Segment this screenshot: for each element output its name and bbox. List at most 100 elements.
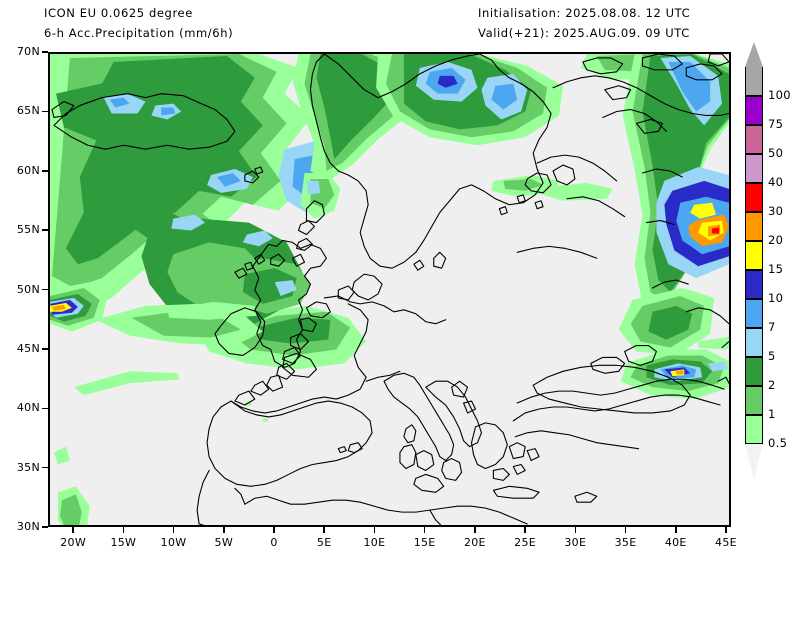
colorbar-band [745,96,763,125]
precip-band-5 [306,180,321,195]
colorbar-tick-label: 40 [768,175,784,189]
colorbar-band [745,241,763,270]
lat-label: 55N [16,223,40,237]
lat-label: 50N [16,282,40,296]
colorbar-tick [745,356,763,358]
colorbar-tick [745,298,763,300]
colorbar-band [745,183,763,212]
precip-band-7 [109,97,130,108]
precip-band-20 [676,370,684,375]
colorbar-band [745,154,763,183]
lon-label: 5W [214,536,233,549]
precip-band-15 [690,202,717,219]
colorbar-band [745,328,763,357]
lon-label: 20E [463,536,486,549]
colorbar-band [745,357,763,386]
colorbar-tick [745,95,763,97]
colorbar-tick [745,124,763,126]
lon-label: 20W [60,536,86,549]
lat-label: 65N [16,104,40,118]
colorbar-tick-label: 50 [768,146,784,160]
precip-band-7 [668,61,711,112]
lon-tick [373,527,376,533]
precip-band-5 [708,361,729,372]
lon-tick [323,527,325,533]
precip-band-1 [59,494,82,525]
precip-band-5 [171,214,206,231]
lon-label: 45E [715,536,737,549]
colorbar-tick-label: 1 [768,407,776,421]
lon-label: 5E [316,536,332,549]
precip-band-5 [274,280,297,296]
lat-tick [42,348,48,350]
lon-tick [474,527,476,533]
colorbar-band [745,67,763,96]
lon-tick [122,527,125,533]
lon-tick [524,527,526,533]
lon-tick [725,527,727,533]
field-title: 6-h Acc.Precipitation (mm/6h) [44,26,234,40]
colorbar-tick-label: 10 [768,291,784,305]
precip-band-0.5 [698,336,729,350]
colorbar-tick [745,385,763,387]
colorbar-tick-label: 100 [768,88,791,102]
precip-band-0.5 [53,446,70,465]
colorbar-tick-label: 2 [768,378,776,392]
colorbar-tick-label: 0.5 [768,436,788,450]
lat-label: 35N [16,460,40,474]
precip-band-5 [242,230,273,247]
colorbar-top-arrow [745,42,763,67]
lon-tick [574,527,577,533]
lon-label: 40E [664,536,687,549]
lon-tick [172,527,175,533]
colorbar-tick-label: 30 [768,204,784,218]
precipitation-map[interactable] [48,52,731,527]
lon-tick [273,527,275,533]
lon-tick [72,527,74,533]
precip-band-7 [161,107,176,116]
precipitation-colorbar[interactable] [745,67,763,444]
precip-band-10 [437,75,458,88]
lon-label: 10W [160,536,187,549]
lon-label: 25E [514,536,537,549]
colorbar-tick [745,153,763,155]
map-canvas [50,54,729,525]
colorbar-tick [745,182,763,184]
colorbar-tick [745,211,763,213]
colorbar-band [745,386,763,415]
lat-label: 40N [16,401,40,415]
lat-tick [42,170,48,172]
precip-band-2 [648,305,693,340]
precip-band-7 [491,83,518,110]
precip-band-2 [316,54,396,160]
colorbar-band [745,125,763,154]
model-title: ICON EU 0.0625 degree [44,6,193,20]
lat-tick [42,229,48,231]
colorbar-band [745,415,763,444]
lon-label: 30E [564,536,587,549]
lon-tick [675,527,677,533]
precip-band-0.5 [543,182,613,201]
colorbar-tick-label: 20 [768,233,784,247]
precip-band-30 [712,227,720,234]
colorbar-tick-label: 7 [768,320,776,334]
colorbar-tick [745,240,763,242]
lat-tick [42,466,48,469]
colorbar-band [745,270,763,299]
precip-band-7 [217,172,241,187]
lat-label: 30N [16,520,40,533]
lat-tick [42,407,48,409]
colorbar-band [745,212,763,241]
precip-band-0.5 [73,371,180,396]
colorbar-band [745,299,763,328]
lon-label: 0 [270,536,278,549]
lon-label: 10E [363,536,386,549]
colorbar-tick-label: 75 [768,117,784,131]
lat-tick [42,526,48,528]
colorbar-tick-label: 15 [768,262,784,276]
colorbar-bottom-arrow [745,444,763,479]
precip-band-0.5 [167,301,257,320]
colorbar-tick [745,327,763,329]
lon-tick [423,527,426,533]
lat-label: 60N [16,163,40,177]
